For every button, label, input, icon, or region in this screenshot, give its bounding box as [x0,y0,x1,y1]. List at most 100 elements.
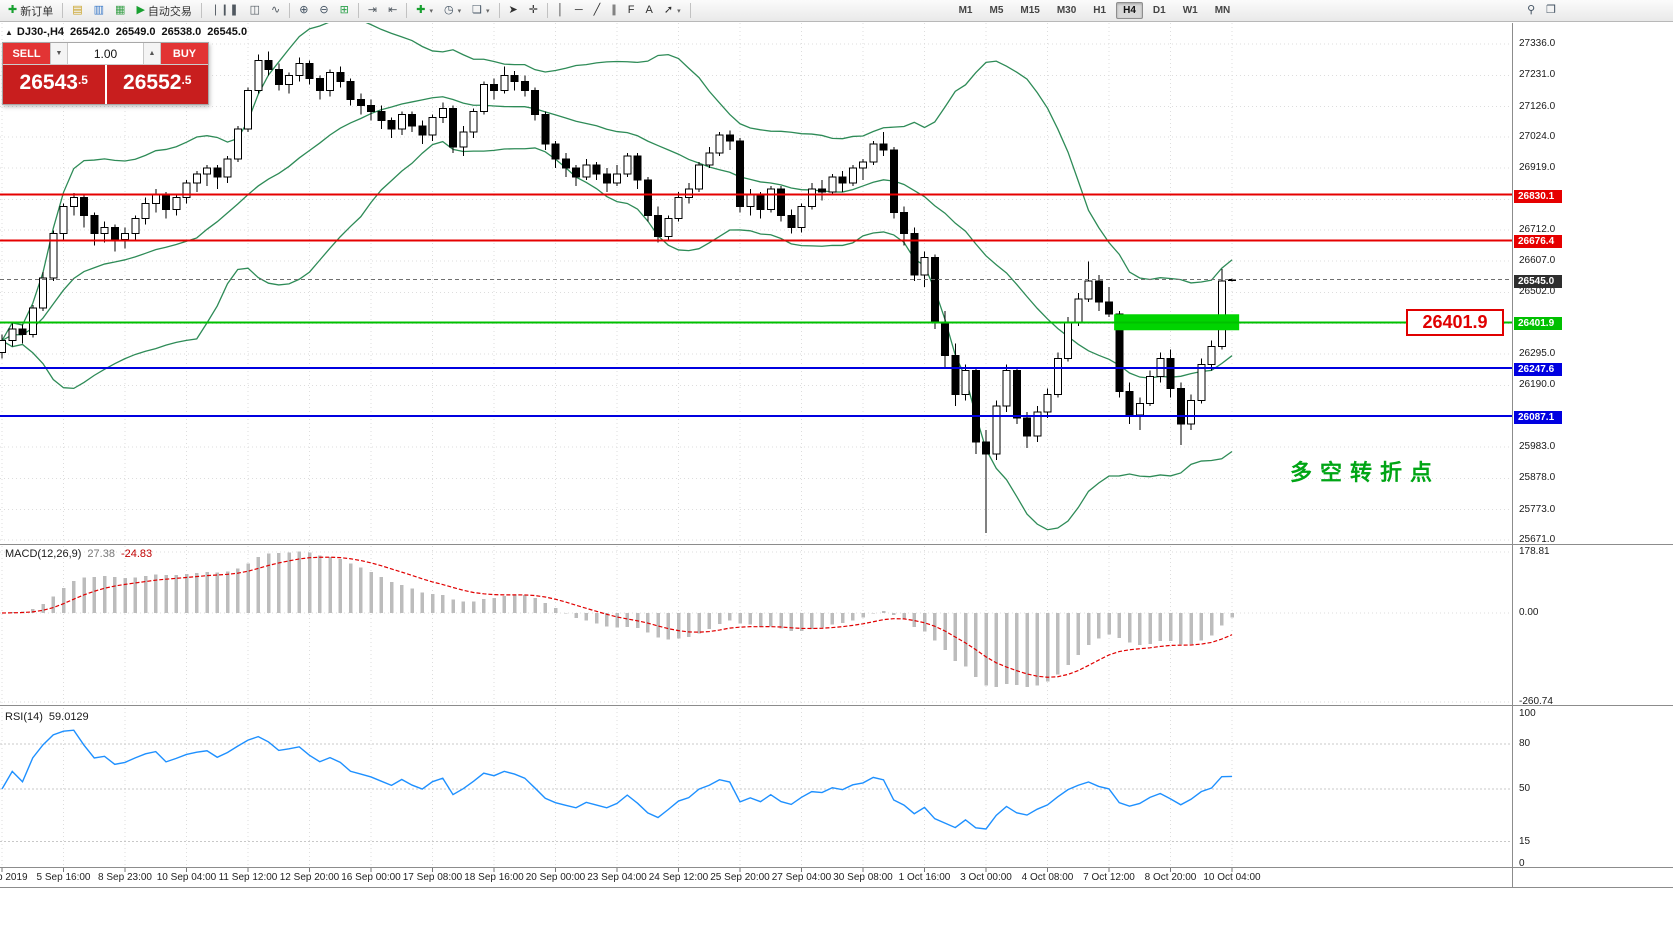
templates-button[interactable]: ❏ ▾ [467,1,494,21]
autotrading-button[interactable]: ▶ 自动交易 [131,1,196,21]
price-line-badge: 26830.1 [1514,189,1562,203]
periods-icon: ◷ [444,4,454,16]
new-order-label: 新订单 [20,5,54,18]
toolbar-separator [200,3,202,18]
price-line-badge: 26401.9 [1514,317,1562,331]
one-click-trading-panel: SELL ▼ 1.00 ▲ BUY 26543 .5 26552 .5 [2,42,209,105]
volume-input[interactable]: 1.00 [68,43,143,64]
market-watch-button[interactable]: ▤ [67,1,87,21]
time-axis-label: 30 Sep 08:00 [833,872,893,883]
auto-scroll-button[interactable]: ⇥ [363,1,382,21]
toolbar-separator [62,3,64,18]
buy-price-display[interactable]: 26552 .5 [106,65,208,104]
sell-price-display[interactable]: 26543 .5 [3,65,105,104]
macd-tick-label: 178.81 [1519,546,1550,557]
time-axis-label: 25 Sep 20:00 [710,872,770,883]
search-button[interactable]: ⚲ [1522,1,1540,21]
data-window-button[interactable]: ▥ [89,1,109,21]
line-chart-button[interactable]: ∿ [266,1,285,21]
rsi-tick-label: 0 [1519,858,1525,869]
horizontal-line-button[interactable]: ─ [570,1,588,21]
one-click-collapse-icon[interactable]: ▲ [5,28,13,37]
buy-price-main: 26552 [123,71,182,94]
price-tick-label: 25983.0 [1519,441,1556,453]
bar-high-value: 26549.0 [115,26,156,38]
cursor-button[interactable]: ➤ [504,1,523,21]
price-tick-label: 25671.0 [1519,534,1556,545]
current-price-badge: 26545.0 [1514,274,1562,288]
time-axis-label: 16 Sep 00:00 [341,872,401,883]
timeframe-m30-button[interactable]: M30 [1056,5,1077,16]
terminal-button[interactable]: ▦ [110,1,130,21]
time-axis[interactable]: 4 Sep 2019 5 Sep 16:00 8 Sep 23:00 10 Sep 0… [0,868,1513,887]
windows-icon: ❐ [1546,4,1556,16]
volume-decrease-button[interactable]: ▼ [50,43,68,64]
timeframe-h4-button[interactable]: H4 [1116,2,1143,19]
timeframe-m5-button[interactable]: M5 [989,5,1004,16]
text-icon: A [645,4,653,16]
price-line-badge: 26087.1 [1514,411,1562,425]
timeframe-w1-button[interactable]: W1 [1182,5,1198,16]
turning-point-note[interactable]: 多空转折点 [1290,460,1441,485]
autotrading-icon: ▶ [136,4,145,16]
channel-button[interactable]: ∥ [606,1,622,21]
arrows-button[interactable]: ➚ ▾ [659,1,686,21]
cursor-icon: ➤ [508,4,518,16]
toolbar: ✚ 新订单 ▤ ▥ ▦ ▶ 自动交易 ❘❙❚ ◫ ∿ ⊕ ⊖ ⊞ ⇥ ⇤ ✚ ▾ ◷ ▾ ❏ ▾ ➤ ✛ │ ─ ╱ ∥ F A ➚ ▾ M1… [0,0,1673,22]
periods-button[interactable]: ◷ ▾ [439,1,466,21]
toolbar-separator [289,3,291,18]
timeframe-m15-button[interactable]: M15 [1020,5,1040,16]
caret-down-icon: ▾ [457,7,462,15]
timeframe-h1-button[interactable]: H1 [1093,5,1107,16]
text-button[interactable]: A [641,1,658,21]
fibonacci-button[interactable]: F [623,1,640,21]
time-axis-label: 17 Sep 08:00 [402,872,463,883]
grid-button[interactable]: ⊞ [335,1,354,21]
zoom-in-icon: ⊕ [299,4,309,16]
price-tick-label: 27336.0 [1519,38,1556,49]
timeframe-d1-button[interactable]: D1 [1152,5,1166,16]
time-axis-label: 20 Sep 00:00 [525,872,586,883]
bar-low-value: 26538.0 [161,26,202,38]
trendline-button[interactable]: ╱ [589,1,606,21]
macd-indicator-label: MACD(12,26,9) 27.38 -24.83 [5,548,152,560]
panel-divider[interactable] [0,703,1673,708]
chart-shift-icon: ⇤ [388,4,398,16]
candlestick-chart-button[interactable]: ◫ [245,1,265,21]
time-axis-label: 7 Oct 12:00 [1083,872,1135,883]
vertical-line-button[interactable]: │ [552,1,569,21]
indicators-button[interactable]: ✚ ▾ [411,1,438,21]
macd-tick-label: 0.00 [1519,607,1539,619]
new-order-icon: ✚ [8,4,18,16]
price-tick-label: 26190.0 [1519,379,1556,391]
windows-button[interactable]: ❐ [1541,1,1561,21]
crosshair-button[interactable]: ✛ [524,1,543,21]
price-annotation-label[interactable]: 26401.9 [1406,309,1504,336]
panel-divider[interactable] [0,541,1673,546]
zoom-in-button[interactable]: ⊕ [294,1,313,21]
macd-signal-value: -24.83 [120,548,153,560]
time-axis-label: 10 Sep 04:00 [156,872,217,883]
horizontal-line-icon: ─ [574,4,583,16]
chart-shift-button[interactable]: ⇤ [383,1,402,21]
crosshair-icon: ✛ [528,4,538,16]
rsi-tick-label: 100 [1519,708,1536,719]
timeframe-m1-button[interactable]: M1 [958,5,973,16]
bar-chart-icon: ❘❙❚ [210,4,239,16]
buy-button[interactable]: BUY [161,43,208,64]
bar-chart-button[interactable]: ❘❙❚ [206,1,244,21]
templates-icon: ❏ [472,4,483,16]
line-chart-icon: ∿ [270,4,281,16]
price-axis[interactable]: 27336.027231.027126.027024.026919.026814… [1513,0,1673,887]
new-order-button[interactable]: ✚ 新订单 [3,1,58,21]
volume-increase-button[interactable]: ▲ [143,43,161,64]
time-axis-label: 8 Oct 20:00 [1144,872,1197,883]
macd-tick-label: -260.74 [1519,696,1553,707]
sell-button[interactable]: SELL [3,43,50,64]
timeframe-mn-button[interactable]: MN [1214,5,1231,16]
zoom-out-button[interactable]: ⊖ [314,1,333,21]
search-icon: ⚲ [1527,4,1536,16]
time-axis-label: 11 Sep 12:00 [218,872,278,883]
